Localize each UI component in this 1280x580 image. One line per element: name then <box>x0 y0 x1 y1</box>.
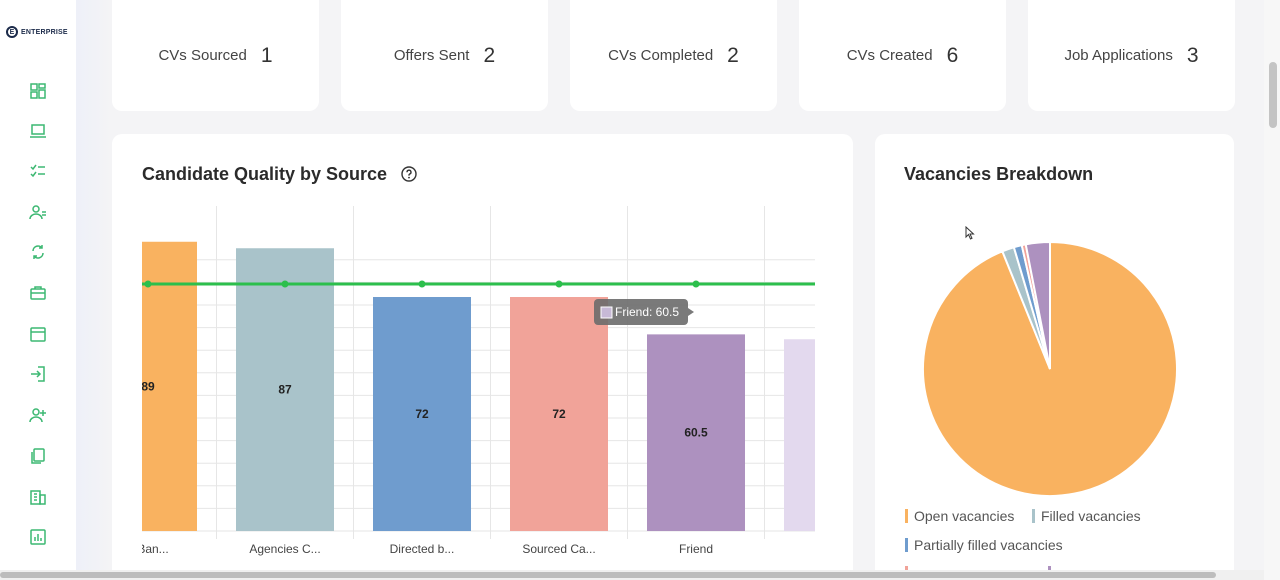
sidebar-item-login[interactable] <box>28 364 48 384</box>
dashboard-icon <box>30 83 46 99</box>
vertical-scroll-thumb[interactable] <box>1269 62 1277 128</box>
laptop-icon <box>30 124 46 138</box>
users-icon <box>29 205 46 220</box>
legend-label: Partially filled vacancies <box>914 537 1063 553</box>
stat-label: CVs Completed <box>608 47 714 64</box>
reference-point[interactable] <box>830 281 837 288</box>
x-tick-label: Sourced Ca... <box>522 542 595 556</box>
reference-point[interactable] <box>281 280 289 288</box>
data-label: 72 <box>415 407 429 421</box>
logo-text: ENTERPRISE <box>21 28 68 36</box>
calendar-icon <box>30 327 46 342</box>
data-label: 87 <box>278 383 292 397</box>
bar[interactable] <box>112 241 197 531</box>
sidebar-item-reports[interactable] <box>28 527 48 547</box>
candidate-quality-chart: 89 e Ban... 87 Agencies C... 72 Directed b...… <box>112 206 853 556</box>
legend-item-partially-filled[interactable]: Partially filled vacancies <box>905 537 1063 553</box>
sidebar-item-dashboard[interactable] <box>28 81 48 101</box>
panel-title: Candidate Quality by Source <box>142 164 388 184</box>
stat-value: 6 <box>946 43 959 67</box>
panel-title: Vacancies Breakdown <box>904 164 1094 184</box>
data-label: 72 <box>552 407 566 421</box>
bar[interactable] <box>510 297 608 531</box>
legend-item-open[interactable]: Open vacancies <box>905 508 1014 524</box>
sidebar-item-companies[interactable] <box>28 487 48 507</box>
add-user-icon <box>29 408 46 423</box>
vertical-scrollbar[interactable] <box>1264 0 1280 580</box>
x-tick-label: e Ban... <box>127 542 168 556</box>
stat-label: Offers Sent <box>393 47 470 64</box>
candidate-quality-panel: Candidate Quality by Source 89 e Ban... 87… <box>112 134 853 580</box>
legend-label: Open vacancies <box>914 508 1015 524</box>
logo-mark: E <box>6 26 18 38</box>
chart-tooltip: Friend: 60.5 <box>594 299 694 325</box>
legend-item-filled[interactable]: Filled vacancies <box>1032 508 1141 524</box>
sidebar: E ENTERPRISE <box>0 0 77 580</box>
stat-value: 1 <box>260 43 273 67</box>
checklist-icon <box>30 164 45 178</box>
legend-swatch <box>1032 509 1035 523</box>
sidebar-item-users[interactable] <box>28 202 48 222</box>
stat-label: CVs Created <box>846 47 933 64</box>
x-tick-label: Directed b... <box>390 542 455 556</box>
stat-card-cvs-created[interactable]: CVs Created 6 <box>799 0 1006 111</box>
bar[interactable] <box>373 297 471 531</box>
bar[interactable] <box>784 339 853 531</box>
vacancies-pie-chart <box>922 240 1178 497</box>
content-gutter <box>76 0 112 580</box>
stat-card-offers-sent[interactable]: Offers Sent 2 <box>341 0 548 111</box>
stat-label: CVs Sourced <box>158 47 247 64</box>
sign-in-icon <box>31 366 45 382</box>
stat-card-cvs-completed[interactable]: CVs Completed 2 <box>570 0 777 111</box>
bar[interactable] <box>236 248 334 531</box>
reference-point[interactable] <box>692 280 700 288</box>
sidebar-item-documents[interactable] <box>28 446 48 466</box>
stat-card-cvs-sourced[interactable]: CVs Sourced 1 <box>112 0 319 111</box>
stat-value: 3 <box>1186 43 1199 67</box>
tooltip-text: Friend: 60.5 <box>615 305 679 319</box>
data-label: 89 <box>141 379 155 393</box>
horizontal-scrollbar[interactable] <box>0 570 1264 580</box>
stat-card-job-applications[interactable]: Job Applications 3 <box>1028 0 1235 111</box>
sidebar-item-tasks[interactable] <box>28 161 48 181</box>
report-icon <box>30 529 46 545</box>
help-icon[interactable] <box>400 165 418 183</box>
legend-swatch <box>905 538 908 552</box>
logo[interactable]: E ENTERPRISE <box>6 26 68 38</box>
horizontal-scroll-thumb[interactable] <box>0 572 1216 578</box>
reference-point[interactable] <box>144 280 152 288</box>
x-tick-label: Agencies C... <box>249 542 320 556</box>
bar[interactable] <box>647 334 745 531</box>
sidebar-item-jobs[interactable] <box>28 283 48 303</box>
sidebar-item-laptop[interactable] <box>28 121 48 141</box>
stat-value: 2 <box>483 43 496 67</box>
briefcase-icon <box>30 286 46 300</box>
refresh-icon <box>32 245 44 259</box>
legend-swatch <box>905 509 908 523</box>
vacancies-panel: Vacancies Breakdown Open vacancies Fille… <box>875 134 1234 580</box>
legend-label: Filled vacancies <box>1041 508 1141 524</box>
sidebar-item-sync[interactable] <box>28 242 48 262</box>
building-icon <box>30 490 46 505</box>
data-label: 60.5 <box>684 426 708 440</box>
copy-icon <box>31 448 45 464</box>
stat-label: Job Applications <box>1064 47 1173 64</box>
sidebar-item-add-user[interactable] <box>28 405 48 425</box>
sidebar-item-calendar[interactable] <box>28 324 48 344</box>
mouse-cursor <box>965 226 975 240</box>
x-tick-label: Friend <box>679 542 713 556</box>
pie-slice[interactable] <box>1024 240 1051 370</box>
reference-point[interactable] <box>555 280 563 288</box>
x-tick-label: Ne <box>825 542 841 556</box>
reference-point[interactable] <box>418 280 426 288</box>
stat-value: 2 <box>727 43 739 67</box>
